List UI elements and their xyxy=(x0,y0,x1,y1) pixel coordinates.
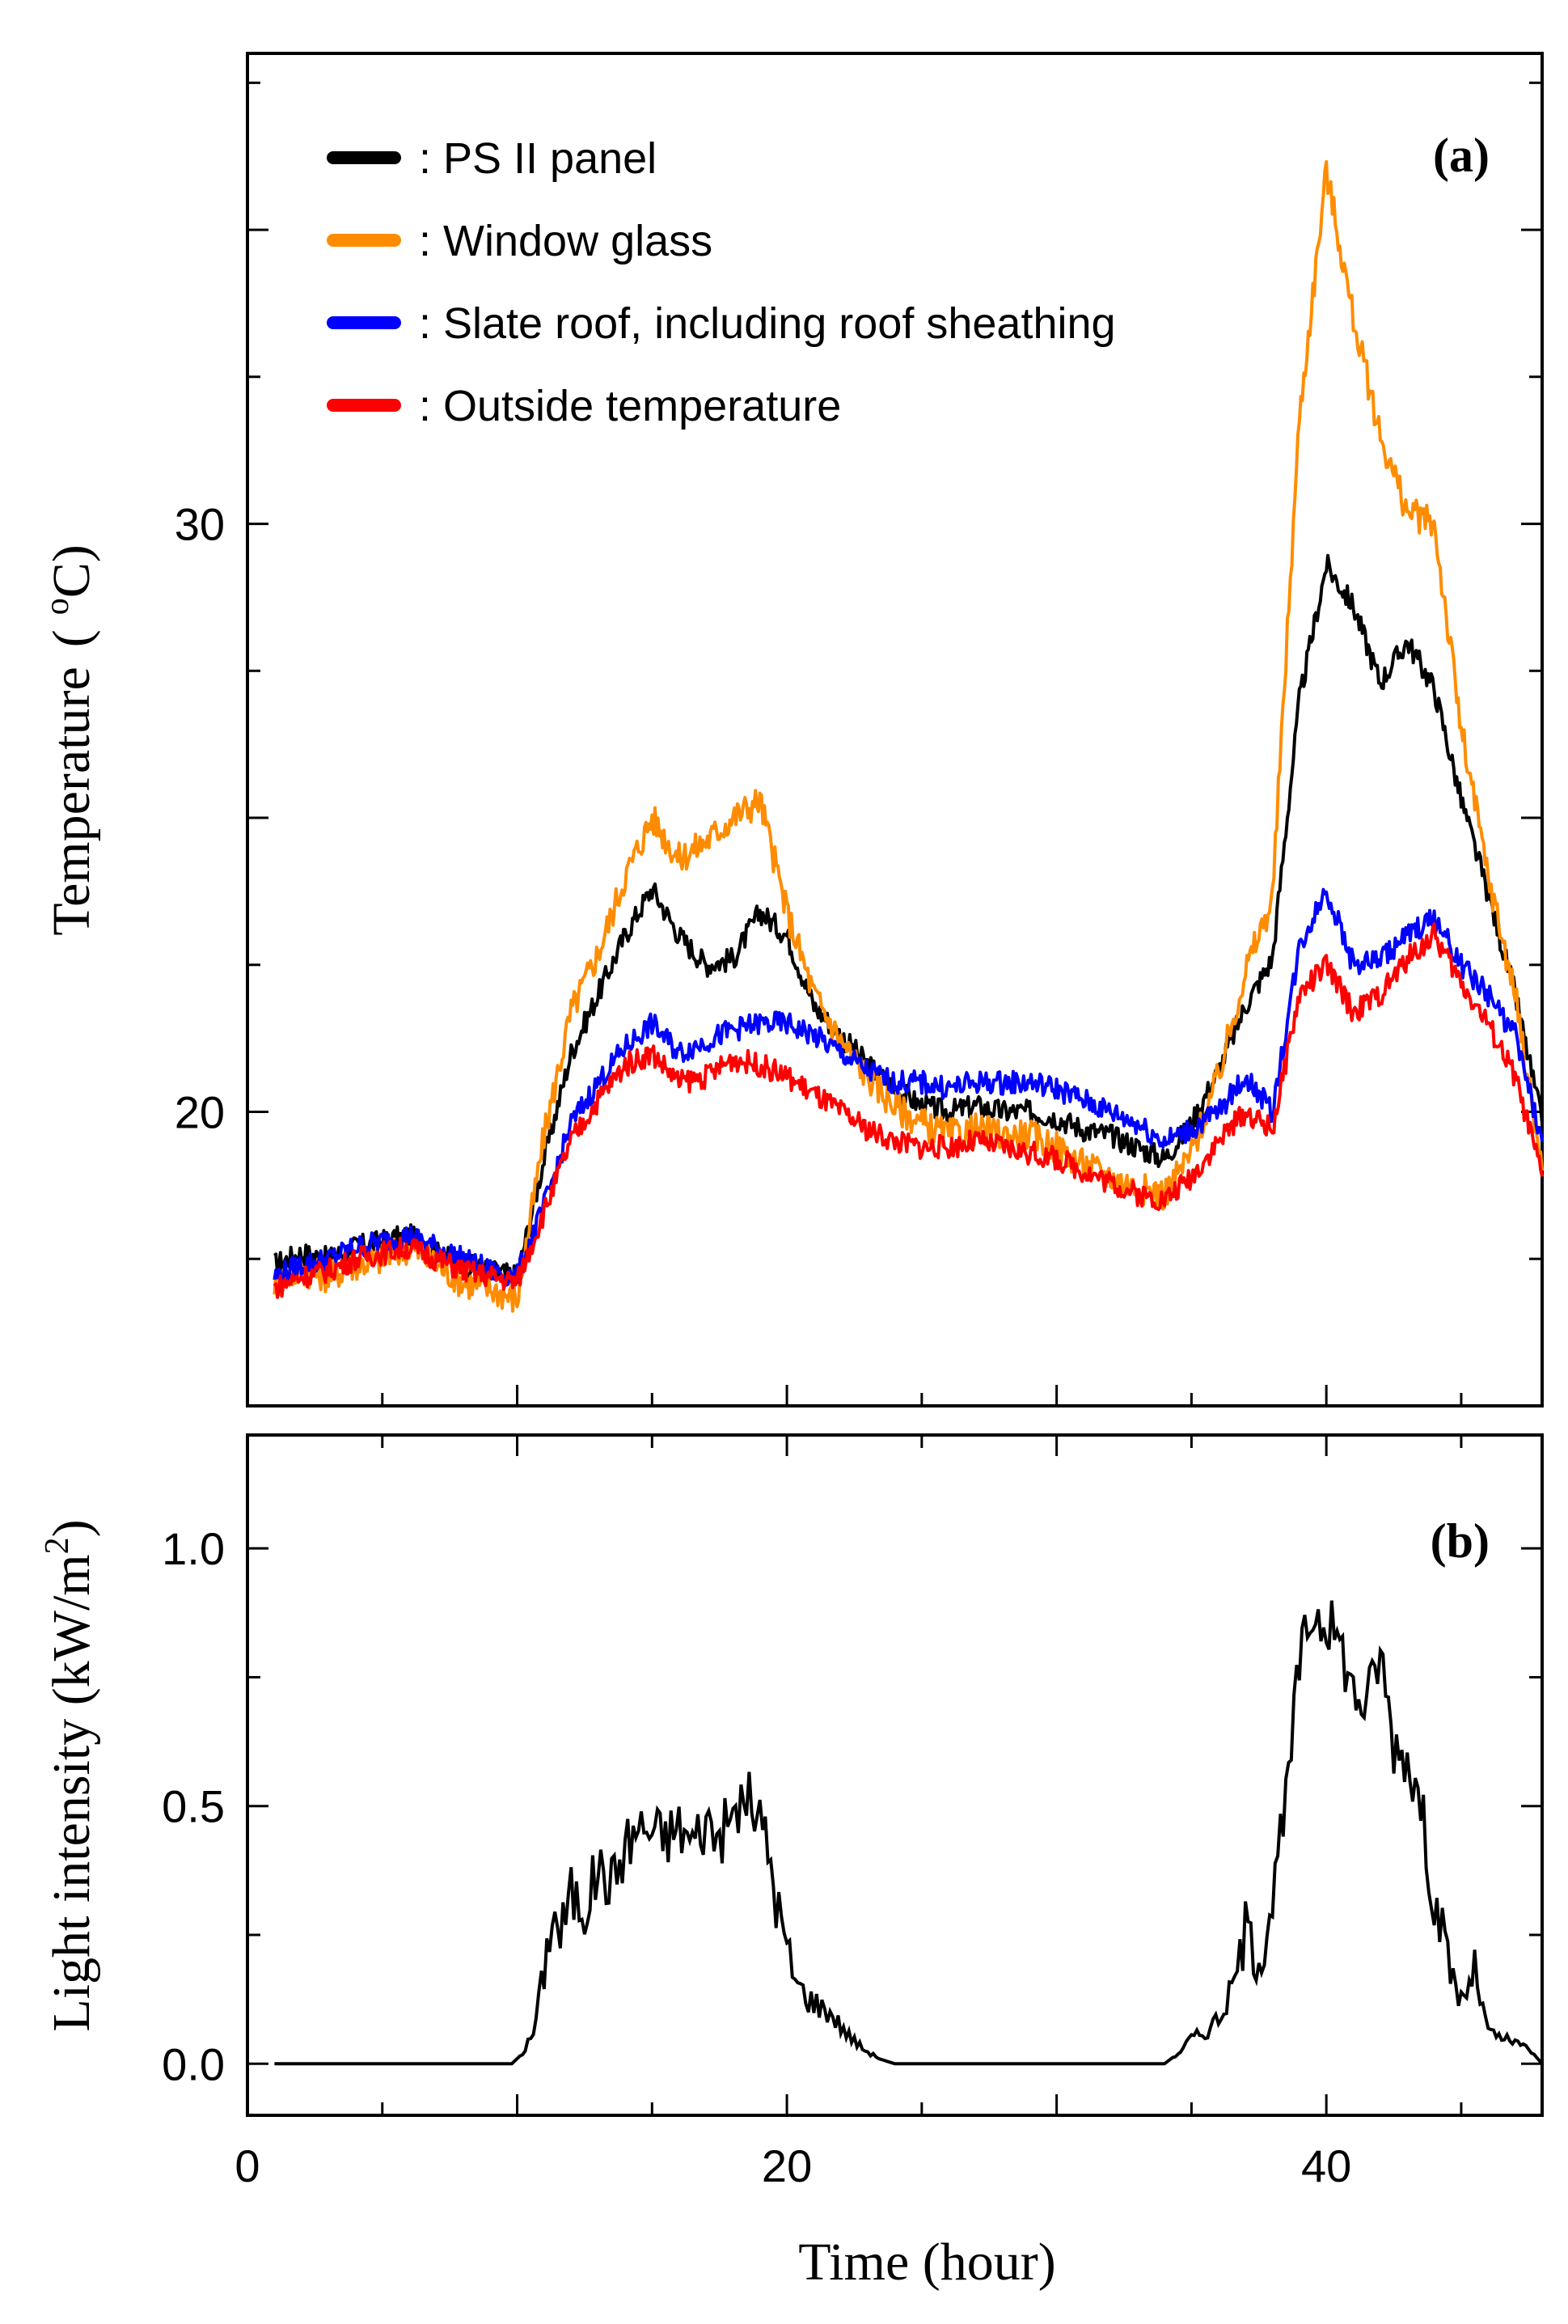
y-tick-label-b: 1.0 xyxy=(162,1523,225,1574)
y-tick-label-a: 30 xyxy=(175,499,225,550)
plot-frame-a xyxy=(246,52,1544,1408)
panel-label-a: (a) xyxy=(1433,129,1490,182)
x-tick-label-b: 20 xyxy=(762,2140,812,2191)
x-axis-title: Time (hour) xyxy=(798,2233,1055,2292)
series-line-2 xyxy=(273,887,1544,1287)
series-group-b xyxy=(274,1600,1544,2066)
y-title-a-paren: ( xyxy=(42,629,101,647)
y-title-a-main: Temperature xyxy=(42,667,101,936)
x-tick-label-b: 0 xyxy=(235,2140,260,2191)
plot-frame-b xyxy=(246,1433,1544,2117)
y-tick-label-b: 0.0 xyxy=(162,2038,225,2089)
legend-label-2: : Slate roof, including roof sheathing xyxy=(419,299,1116,348)
y-axis-title-b: Light intensity (kW/m2) xyxy=(39,1519,101,2031)
y-title-b-main: Light intensity (kW/m xyxy=(42,1554,101,2031)
y-title-a-unit: C) xyxy=(42,544,101,598)
y-axis-title-a: Temperature ( oC) xyxy=(39,544,101,936)
y-title-b-text: Light intensity (kW/m2) xyxy=(39,1519,101,2031)
legend-label-3: : Outside temperature xyxy=(419,382,841,430)
y-title-a-text: Temperature ( oC) xyxy=(39,544,101,936)
y-title-a-deg: o xyxy=(39,598,76,615)
y-title-b-sup: 2 xyxy=(39,1537,76,1554)
legend-label-0: : PS II panel xyxy=(419,134,657,183)
panel-b: 0.0 0.5 1.0 0 20 40 (b) Light intensity (kW/m… xyxy=(39,1433,1544,2292)
x-tick-label-b: 40 xyxy=(1301,2140,1351,2191)
legend-label-1: : Window glass xyxy=(419,217,712,265)
legend-a: : PS II panel : Window glass : Slate roof,… xyxy=(327,134,1116,430)
series-group-a xyxy=(273,160,1544,1313)
light-intensity-line xyxy=(274,1600,1544,2066)
series-line-0 xyxy=(273,553,1544,1289)
y-title-b-close: ) xyxy=(42,1519,101,1537)
series-line-3 xyxy=(273,922,1544,1299)
ticks-b: 0.0 0.5 1.0 0 20 40 xyxy=(162,1435,1542,2191)
panel-label-b: (b) xyxy=(1431,1514,1490,1568)
y-tick-label-a: 20 xyxy=(175,1087,225,1138)
y-tick-label-b: 0.5 xyxy=(162,1781,225,1832)
